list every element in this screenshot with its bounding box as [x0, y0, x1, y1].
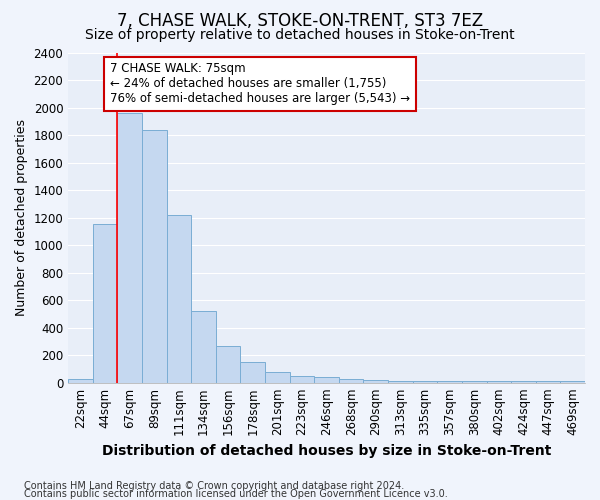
- Bar: [142, 130, 167, 382]
- Bar: [314, 377, 339, 382]
- Bar: [216, 346, 241, 383]
- Bar: [364, 380, 388, 382]
- Bar: [93, 224, 118, 382]
- Text: 7, CHASE WALK, STOKE-ON-TRENT, ST3 7EZ: 7, CHASE WALK, STOKE-ON-TRENT, ST3 7EZ: [117, 12, 483, 30]
- Bar: [339, 379, 364, 382]
- Text: Size of property relative to detached houses in Stoke-on-Trent: Size of property relative to detached ho…: [85, 28, 515, 42]
- Bar: [191, 311, 216, 382]
- X-axis label: Distribution of detached houses by size in Stoke-on-Trent: Distribution of detached houses by size …: [102, 444, 551, 458]
- Bar: [265, 372, 290, 382]
- Bar: [167, 215, 191, 382]
- Text: Contains HM Land Registry data © Crown copyright and database right 2024.: Contains HM Land Registry data © Crown c…: [24, 481, 404, 491]
- Text: Contains public sector information licensed under the Open Government Licence v3: Contains public sector information licen…: [24, 489, 448, 499]
- Bar: [241, 362, 265, 382]
- Text: 7 CHASE WALK: 75sqm
← 24% of detached houses are smaller (1,755)
76% of semi-det: 7 CHASE WALK: 75sqm ← 24% of detached ho…: [110, 62, 410, 106]
- Bar: [290, 376, 314, 382]
- Bar: [388, 380, 413, 382]
- Bar: [118, 113, 142, 382]
- Bar: [413, 380, 437, 382]
- Y-axis label: Number of detached properties: Number of detached properties: [15, 119, 28, 316]
- Bar: [68, 378, 93, 382]
